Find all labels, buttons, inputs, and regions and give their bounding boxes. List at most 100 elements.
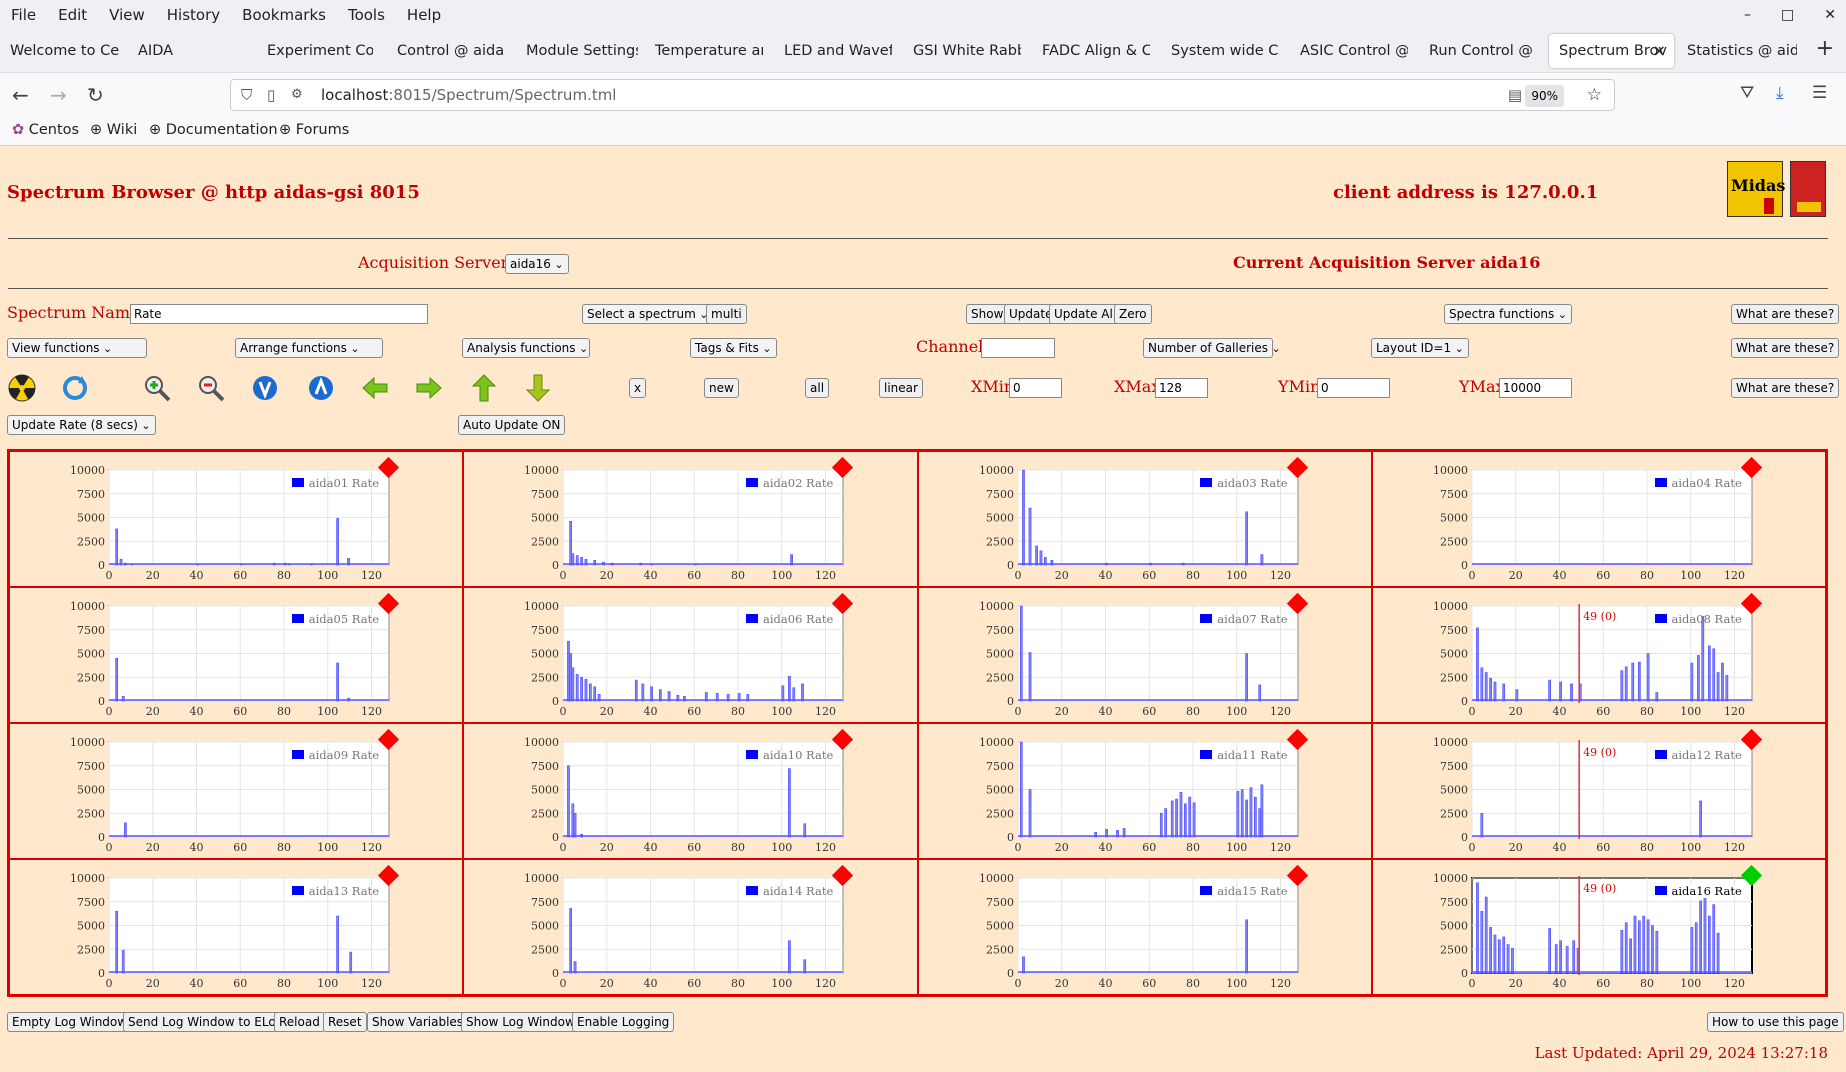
what-are-these-button[interactable]: What are these? [1731,304,1840,324]
menu-bookmarks[interactable]: Bookmarks [242,6,326,24]
tab-module-settings[interactable]: Module Settings [526,43,638,59]
show-button[interactable]: Show [966,304,1009,324]
what-are-these-button[interactable]: What are these? [1731,378,1840,398]
select-spectrum-dropdown[interactable]: Select a spectrum [582,304,714,324]
spectrum-chart[interactable]: 0 20 40 60 80 100 120 0 2500 5000 7500 10000 49 (0) [1373,860,1827,996]
spectrum-panel[interactable]: 0 20 40 60 80 100 120 0 2500 5000 7500 10000 aida14 … [463,859,918,996]
tab-temperature[interactable]: Temperature and [655,43,763,59]
left-arrow-icon[interactable] [360,373,390,403]
zero-button[interactable]: Zero [1114,304,1152,324]
bookmark-documentation[interactable]: ⊕ Documentation [149,122,278,138]
tab-close-icon[interactable]: × [1652,41,1666,60]
enable-logging-button[interactable]: Enable Logging [572,1012,675,1032]
spectrum-panel[interactable]: 0 20 40 60 80 100 120 0 2500 5000 7500 10000 aida09 … [9,723,464,860]
minimize-icon[interactable]: – [1744,7,1752,23]
reload-button[interactable]: Reload [274,1012,325,1032]
spectrum-panel[interactable]: 0 20 40 60 80 100 120 0 2500 5000 7500 10000 aida10 … [463,723,918,860]
pocket-icon[interactable]: ⛛ [1740,83,1755,103]
menu-history[interactable]: History [166,6,221,24]
reset-button[interactable]: Reset [323,1012,367,1032]
reader-view-icon[interactable]: ▤ [1507,86,1522,104]
tab-led-waveform[interactable]: LED and Wavefo [784,43,892,59]
maximize-icon[interactable]: □ [1781,7,1795,23]
update-rate-dropdown[interactable]: Update Rate (8 secs) [7,415,156,435]
spectrum-chart[interactable]: 0 20 40 60 80 100 120 0 2500 5000 7500 10000 [10,860,464,996]
reload-icon[interactable]: ↻ [87,83,104,107]
all-button[interactable]: all [805,378,830,398]
spectrum-panel[interactable]: 0 20 40 60 80 100 120 0 2500 5000 7500 10000 aida03 … [917,451,1373,588]
tags-fits-dropdown[interactable]: Tags & Fits [690,338,777,358]
tab-spectrum-browser[interactable]: Spectrum Brov × [1549,34,1674,68]
spectrum-chart[interactable]: 0 20 40 60 80 100 120 0 2500 5000 7500 10000 [464,588,918,724]
multi-button[interactable]: multi [706,304,747,324]
tab-statistics[interactable]: Statistics @ aida [1687,43,1797,59]
back-icon[interactable]: ← [12,83,29,107]
xmin-input[interactable]: 0 [1009,378,1062,398]
bookmark-wiki[interactable]: ⊕ Wiki [90,122,137,138]
menu-edit[interactable]: Edit [58,6,88,24]
x-button[interactable]: x [629,378,647,398]
spectra-functions-dropdown[interactable]: Spectra functions [1444,304,1573,324]
menu-help[interactable]: Help [406,6,442,24]
spectrum-chart[interactable]: 0 20 40 60 80 100 120 0 2500 5000 7500 10000 [10,452,464,588]
spectrum-chart[interactable]: 0 20 40 60 80 100 120 0 2500 5000 7500 10000 [464,724,918,860]
tab-welcome[interactable]: Welcome to Cen [10,43,120,59]
menu-tools[interactable]: Tools [347,6,385,24]
spectrum-chart[interactable]: 0 20 40 60 80 100 120 0 2500 5000 7500 10000 [1373,452,1827,588]
spectrum-panel[interactable]: 0 20 40 60 80 100 120 0 2500 5000 7500 10000 aida02 … [463,451,918,587]
spectrum-chart[interactable]: 0 20 40 60 80 100 120 0 2500 5000 7500 10000 [919,452,1373,588]
spectrum-chart[interactable]: 0 20 40 60 80 100 120 0 2500 5000 7500 10000 [10,588,464,724]
right-arrow-icon[interactable] [414,373,444,403]
spectrum-chart[interactable]: 0 20 40 60 80 100 120 0 2500 5000 7500 10000 49 (0) [1373,588,1827,724]
address-bar[interactable]: ⛉ ▯ ⚙ localhost:8015/Spectrum/Spectrum.t… [230,79,1615,111]
spectrum-name-input[interactable]: Rate [130,304,428,324]
spectrum-panel[interactable]: 0 20 40 60 80 100 120 0 2500 5000 7500 10000 aida04 … [1371,451,1827,588]
radiation-icon[interactable] [7,373,37,403]
ymax-input[interactable]: 10000 [1499,378,1572,398]
tab-white-rabbit[interactable]: GSI White Rabbit [913,43,1021,59]
tab-fadc-align[interactable]: FADC Align & Co [1042,43,1150,59]
spectrum-chart[interactable]: 0 20 40 60 80 100 120 0 2500 5000 7500 10000 [10,724,464,860]
spectrum-chart[interactable]: 0 20 40 60 80 100 120 0 2500 5000 7500 10000 49 (0) [1373,724,1827,860]
spectrum-chart[interactable]: 0 20 40 60 80 100 120 0 2500 5000 7500 10000 [919,588,1373,724]
spectrum-panel[interactable]: 0 20 40 60 80 100 120 0 2500 5000 7500 10000 aida13 … [9,859,464,996]
shield-icon[interactable]: ⛉ [241,86,253,104]
refresh-icon[interactable] [60,373,90,403]
new-tab-icon[interactable]: + [1815,36,1834,61]
tab-aida[interactable]: AIDA [138,43,174,59]
spectrum-panel[interactable]: 0 20 40 60 80 100 120 0 2500 5000 7500 10000 aida07 … [917,587,1373,724]
spectrum-panel[interactable]: 0 20 40 60 80 100 120 0 2500 5000 7500 10000 49 (0) a… [1371,723,1827,860]
spectrum-panel[interactable]: 0 20 40 60 80 100 120 0 2500 5000 7500 10000 aida05 … [9,587,464,724]
tab-control[interactable]: Control @ aidas- [397,43,503,59]
number-of-galleries-dropdown[interactable]: Number of Galleries [1143,338,1273,358]
analysis-functions-dropdown[interactable]: Analysis functions [462,338,590,358]
update-all-button[interactable]: Update All [1049,304,1122,324]
xmax-input[interactable]: 128 [1155,378,1208,398]
menu-file[interactable]: File [11,6,37,24]
bookmark-forums[interactable]: ⊕ Forums [279,122,349,138]
spectrum-chart[interactable]: 0 20 40 60 80 100 120 0 2500 5000 7500 10000 [919,860,1373,996]
tab-run-control[interactable]: Run Control @ a [1429,43,1537,59]
view-functions-dropdown[interactable]: View functions [7,338,147,358]
tab-asic-control[interactable]: ASIC Control @ [1300,43,1408,59]
permissions-icon[interactable]: ⚙ [291,87,303,102]
new-button[interactable]: new [704,378,739,398]
hamburger-menu-icon[interactable]: ☰ [1812,83,1828,103]
spectrum-chart[interactable]: 0 20 40 60 80 100 120 0 2500 5000 7500 10000 [464,860,918,996]
empty-log-window-button[interactable]: Empty Log Window [7,1012,133,1032]
spectrum-panel[interactable]: 0 20 40 60 80 100 120 0 2500 5000 7500 10000 aida15 … [917,859,1373,996]
acquisition-server-select[interactable]: aida16 [505,254,569,274]
zoom-in-icon[interactable] [142,373,172,403]
up-arrow-icon[interactable] [469,373,499,403]
bookmark-centos[interactable]: ✿ Centos [12,122,79,138]
menu-view[interactable]: View [109,6,145,24]
show-variables-button[interactable]: Show Variables [367,1012,469,1032]
channel-input[interactable] [981,338,1055,358]
spectrum-panel[interactable]: 0 20 40 60 80 100 120 0 2500 5000 7500 10000 aida01 … [9,451,464,588]
ymin-input[interactable]: 0 [1317,378,1390,398]
spectrum-panel[interactable]: 0 20 40 60 80 100 120 0 2500 5000 7500 10000 aida06 … [463,587,918,724]
spectrum-panel[interactable]: 0 20 40 60 80 100 120 0 2500 5000 7500 10000 49 (0) a… [1371,859,1827,996]
up-circle-icon[interactable] [306,373,336,403]
forward-icon[interactable]: → [50,83,67,107]
down-arrow-icon[interactable] [523,373,553,403]
